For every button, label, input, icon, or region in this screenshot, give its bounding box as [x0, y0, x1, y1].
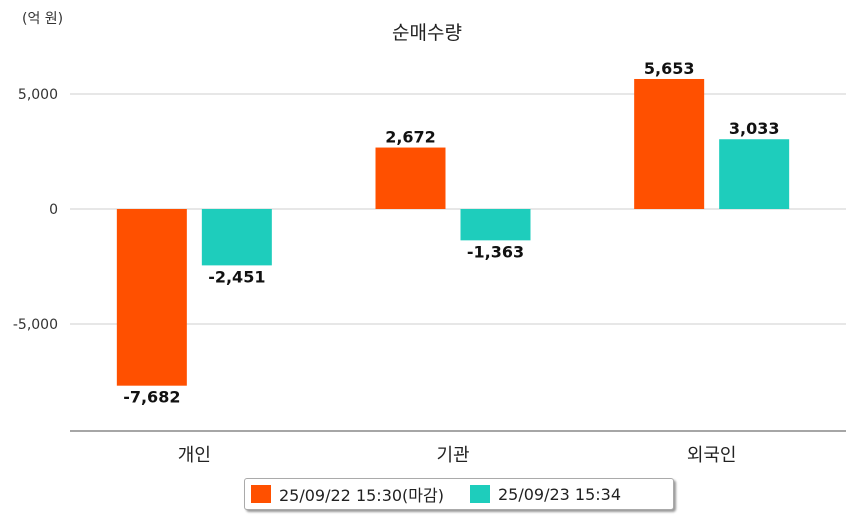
legend-swatch-series-1 [251, 485, 271, 503]
chart-title: 순매수량 [392, 22, 462, 44]
bar [375, 147, 446, 209]
bar [719, 139, 790, 209]
y-tick-label: 5,000 [18, 87, 58, 103]
legend-swatch-series-2 [469, 485, 490, 503]
legend-label-series-1: 25/09/22 15:30(마감) [279, 486, 444, 505]
unit-label: (억 원) [22, 11, 64, 27]
y-tick-label: -5,000 [13, 317, 58, 333]
data-label: -7,682 [123, 388, 180, 407]
bar-chart: 5,000 0 -5,000 개인 -7,682 -2,451 기관 2,672 -1,363 외… [13, 59, 846, 466]
data-label: -2,451 [208, 267, 265, 286]
bar [116, 209, 187, 386]
legend-item-series-1[interactable]: 25/09/22 15:30(마감) [251, 482, 444, 506]
y-tick-label: 0 [49, 202, 58, 218]
legend-item-series-2[interactable]: 25/09/23 15:34 [469, 484, 622, 504]
bar [460, 209, 531, 241]
x-tick-label: 개인 [178, 445, 211, 466]
data-label: 3,033 [729, 119, 780, 138]
bar [634, 78, 705, 209]
legend: 25/09/22 15:30(마감) 25/09/23 15:34 [244, 478, 674, 510]
x-tick-label: 외국인 [687, 445, 737, 466]
data-label: 5,653 [644, 59, 695, 78]
bar [201, 209, 272, 266]
data-label: 2,672 [385, 128, 436, 147]
legend-label-series-2: 25/09/23 15:34 [497, 484, 622, 504]
x-tick-label: 기관 [436, 445, 469, 466]
data-label: -1,363 [467, 242, 524, 261]
